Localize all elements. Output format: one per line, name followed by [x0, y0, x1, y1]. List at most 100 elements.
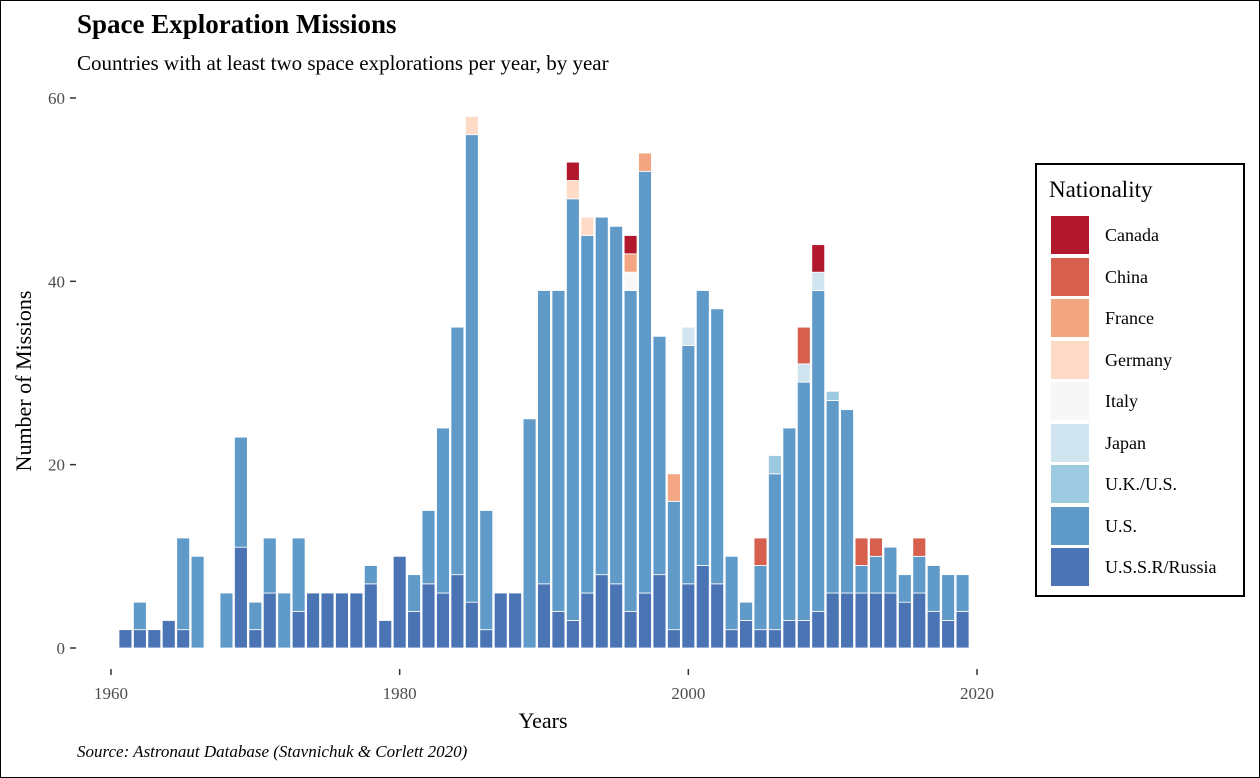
bar-u-s-s-r-russia-1994: [594, 574, 609, 649]
bar-china-2005: [753, 537, 768, 566]
bar-u-s-s-r-russia-2016: [912, 592, 927, 649]
bar-u-s-s-r-russia-1987: [493, 592, 508, 649]
bar-u-s-s-r-russia-1963: [147, 629, 162, 649]
bar-china-2016: [912, 537, 927, 557]
y-tick-label-60: 60: [48, 89, 65, 108]
bar-u-s-2005: [753, 565, 768, 631]
y-tick-label-20: 20: [48, 456, 65, 475]
legend-label-u-k-u-s: U.K./U.S.: [1105, 474, 1178, 494]
legend-item-u-k-u-s: U.K./U.S.: [1051, 464, 1241, 505]
bar-u-s-s-r-russia-2006: [768, 629, 782, 649]
y-axis-title: Number of Missions: [11, 291, 36, 472]
bar-u-s-s-r-russia-2008: [796, 620, 811, 649]
bar-germany-1985: [464, 115, 479, 136]
x-tick-label-2000: 2000: [671, 684, 705, 703]
bar-u-s-s-r-russia-1984: [450, 574, 465, 649]
legend-label-canada: Canada: [1105, 225, 1159, 245]
legend-item-u-s-s-r-russia: U.S.S.R/Russia: [1051, 547, 1241, 588]
y-axis: 0 20 40 60: [48, 89, 76, 658]
bar-u-s-s-r-russia-1969: [234, 546, 248, 649]
bar-u-s-s-r-russia-1982: [421, 583, 436, 649]
bar-u-s-1986: [479, 510, 494, 631]
bar-u-s-s-r-russia-1990: [537, 583, 551, 649]
legend-label-japan: Japan: [1105, 432, 1146, 453]
bar-u-k-u-s-2010: [825, 390, 840, 401]
bar-u-s-s-r-russia-1980: [392, 555, 407, 649]
bar-u-s-1985: [464, 134, 479, 603]
bar-u-s-s-r-russia-1981: [407, 610, 421, 649]
bar-u-s-1971: [262, 537, 277, 594]
bar-u-s-1982: [421, 510, 436, 585]
x-tick-label-1980: 1980: [383, 684, 417, 703]
bar-italy-1996: [623, 271, 638, 291]
bar-u-s-s-r-russia-1973: [291, 610, 306, 649]
bar-u-s-2012: [854, 565, 869, 594]
bar-china-2012: [854, 537, 869, 566]
legend: Nationality Canada China France Germany Ital…: [1035, 163, 1245, 597]
bar-germany-1993: [580, 216, 595, 236]
legend-swatch-u-s: [1051, 506, 1089, 545]
bar-u-s-2019: [955, 574, 970, 612]
bar-canada-1992: [566, 161, 580, 181]
legend-swatch-china: [1051, 257, 1089, 296]
bar-u-s-2013: [869, 555, 883, 594]
bar-u-s-2003: [724, 555, 739, 631]
bar-u-s-1999: [667, 500, 681, 631]
bar-u-s-1981: [407, 574, 421, 612]
bar-u-s-s-r-russia-1965: [176, 629, 191, 649]
legend-item-france: France: [1051, 298, 1241, 339]
bar-u-s-s-r-russia-1975: [320, 592, 335, 649]
bar-u-s-2008: [796, 381, 811, 621]
bar-u-s-s-r-russia-1970: [248, 629, 263, 649]
bar-u-s-1972: [277, 592, 292, 649]
bar-u-s-s-r-russia-2014: [883, 592, 898, 649]
x-tick-label-1960: 1960: [94, 684, 128, 703]
bar-u-s-1966: [190, 555, 205, 649]
legend-item-canada: Canada: [1051, 215, 1241, 256]
bar-u-s-2007: [782, 427, 797, 621]
legend-item-china: China: [1051, 257, 1241, 298]
bar-u-s-2001: [695, 290, 710, 566]
bar-u-s-2010: [825, 400, 840, 594]
bar-canada-1996: [623, 235, 638, 255]
bar-u-s-1983: [436, 427, 450, 594]
bar-u-s-s-r-russia-1978: [363, 583, 378, 649]
bar-u-s-2015: [897, 574, 912, 603]
bar-u-s-1990: [537, 290, 551, 585]
bar-u-s-1969: [234, 436, 248, 548]
bars-layer: [118, 115, 970, 649]
bar-u-s-s-r-russia-1988: [508, 592, 522, 649]
bar-u-s-s-r-russia-1985: [464, 601, 479, 649]
bar-u-s-2004: [739, 601, 753, 621]
bar-china-2008: [796, 326, 811, 365]
bar-u-s-1989: [522, 418, 537, 649]
bar-u-s-2016: [912, 555, 927, 594]
legend-label-italy: Italy: [1105, 391, 1138, 411]
bar-u-s-s-r-russia-1997: [638, 592, 652, 649]
bar-u-s-s-r-russia-2004: [739, 620, 753, 649]
legend-label-u-s: U.S.: [1105, 515, 1138, 536]
bar-u-s-s-r-russia-1961: [118, 629, 133, 649]
legend-item-italy: Italy: [1051, 381, 1241, 422]
bar-u-s-s-r-russia-1974: [306, 592, 320, 649]
chart-title: Space Exploration Missions: [77, 9, 397, 39]
bar-u-s-s-r-russia-1977: [349, 592, 364, 649]
bar-u-s-s-r-russia-1993: [580, 592, 595, 649]
bar-france-1999: [667, 473, 681, 502]
bar-u-s-1978: [363, 565, 378, 585]
bar-u-s-s-r-russia-2017: [926, 610, 941, 649]
y-tick-label-0: 0: [57, 639, 66, 658]
x-tick-label-2020: 2020: [960, 684, 994, 703]
bar-u-s-1994: [594, 216, 609, 576]
chart-subtitle: Countries with at least two space explor…: [77, 51, 609, 75]
bar-u-s-1996: [623, 290, 638, 612]
legend-swatch-canada: [1051, 216, 1089, 254]
bar-u-s-s-r-russia-2009: [811, 610, 826, 649]
bar-canada-2009: [811, 244, 826, 273]
bar-u-s-2017: [926, 565, 941, 612]
y-tick-label-40: 40: [48, 272, 65, 291]
bar-u-s-s-r-russia-2013: [869, 592, 883, 649]
bar-japan-2000: [681, 326, 696, 346]
bar-u-s-s-r-russia-2007: [782, 620, 797, 649]
bar-u-s-s-r-russia-1962: [133, 629, 147, 649]
